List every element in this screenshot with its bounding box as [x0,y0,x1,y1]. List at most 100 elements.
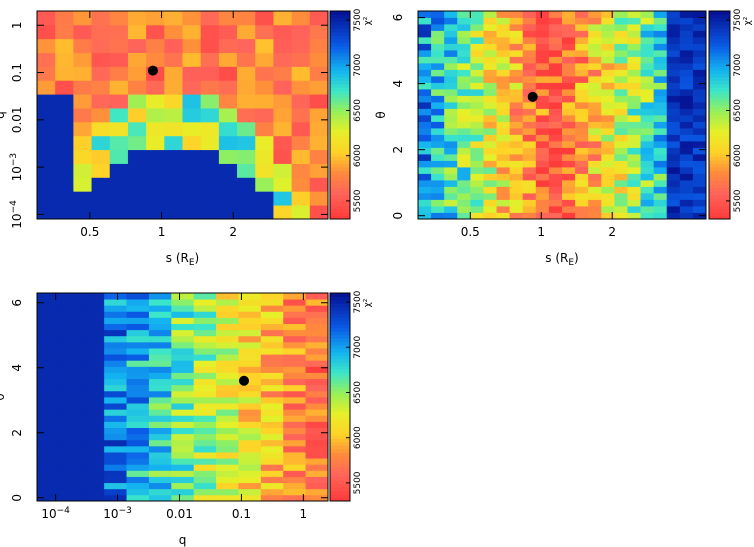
heatmap-cell [216,372,239,380]
heatmap-cell [470,69,484,77]
colorbar-swatch [330,414,350,419]
colorbar-swatch [330,173,350,178]
heatmap-cell [305,427,329,435]
heatmap-cell [91,121,111,137]
heatmap-cell [126,494,150,502]
heatmap-cell [37,366,60,373]
heatmap-cell [200,52,220,67]
colorbar-swatch [709,142,730,147]
heatmap-cell [614,128,628,135]
heatmap-cell [164,80,183,95]
heatmap-cell [146,163,165,178]
heatmap-cell [575,128,589,135]
heatmap-cell [548,37,563,44]
colorbar-swatch [330,17,350,22]
heatmap-cell [55,38,74,53]
heatmap-cell [470,147,484,155]
heatmap-cell [126,415,150,422]
heatmap-cell [627,134,641,142]
heatmap-cell [104,293,127,300]
colorbar-swatch [330,125,350,130]
heatmap-cell [470,141,484,148]
colorbar-swatch [709,163,730,168]
heatmap-cell [535,147,550,155]
heatmap-cell [640,50,655,57]
heatmap-cell [692,102,707,109]
heatmap-cell [37,348,60,355]
heatmap-cell [575,180,589,187]
heatmap-cell [148,305,172,312]
heatmap-cell [37,439,60,447]
heatmap-cell [483,206,497,213]
heatmap-cell [200,38,220,53]
heatmap-cell [126,488,150,496]
heatmap-cell [126,360,150,367]
heatmap-cell [614,167,628,174]
heatmap-cell [679,50,694,57]
heatmap-cell [238,445,262,453]
colorbar-swatch [709,118,730,123]
heatmap-cell [627,154,641,161]
heatmap-cell [522,56,537,64]
heatmap-cell [483,50,497,57]
heatmap-cell [653,121,668,129]
heatmap-cell [679,37,694,44]
heatmap-cell [305,439,329,447]
heatmap-cell [126,476,150,484]
colorbar-swatch [330,201,350,206]
heatmap-cell [260,415,284,422]
heatmap-cell [291,94,311,109]
heatmap-cell [614,199,628,207]
heatmap-cell [548,17,563,25]
colorbar-swatch [330,334,350,339]
colorbar-swatch [709,14,730,19]
heatmap-cell [666,121,681,129]
heatmap-cell [37,403,60,410]
heatmap-cell [260,329,284,337]
heatmap-cell [535,193,550,200]
heatmap-cell [238,317,262,324]
heatmap-cell [666,37,681,44]
heatmap-cell [216,409,239,416]
heatmap-cell [238,299,262,306]
heatmap-cell [238,360,262,367]
heatmap-cell [238,335,262,343]
heatmap-cell [37,409,60,416]
heatmap-cell [146,205,165,220]
heatmap-cell [237,177,256,192]
heatmap-cell [91,38,111,53]
heatmap-cell [37,177,56,192]
heatmap-cell [431,37,445,44]
heatmap-cell [260,409,284,416]
colorbar-swatch [709,153,730,158]
heatmap-cell [431,121,445,129]
heatmap-cell [171,293,195,300]
colorbar-swatch [330,497,350,502]
heatmap-cell [164,11,183,26]
heatmap-cell [509,141,524,148]
colorbar-swatch [709,212,730,217]
x-tick-label: 0.5 [80,225,99,239]
colorbar-swatch [330,462,350,467]
heatmap-cell [37,384,60,392]
heatmap-cell [614,141,628,148]
colorbar-swatch [330,163,350,168]
heatmap-cell [614,95,628,103]
heatmap-cell [640,212,655,220]
heatmap-cell [238,311,262,318]
heatmap-cell [653,180,668,187]
heatmap-cell [238,348,262,355]
heatmap-cell [653,199,668,207]
heatmap-cell [601,50,615,57]
heatmap-cell [444,121,458,129]
heatmap-cell [37,24,56,40]
heatmap-cell [640,180,655,187]
heatmap-cell [640,186,655,194]
heatmap-cell [431,24,445,31]
colorbar-swatch [709,115,730,119]
heatmap-cell [164,108,183,123]
heatmap-cell [171,378,195,386]
heatmap-cell [509,102,524,109]
heatmap-cell [418,69,432,77]
heatmap-cell [126,458,150,465]
